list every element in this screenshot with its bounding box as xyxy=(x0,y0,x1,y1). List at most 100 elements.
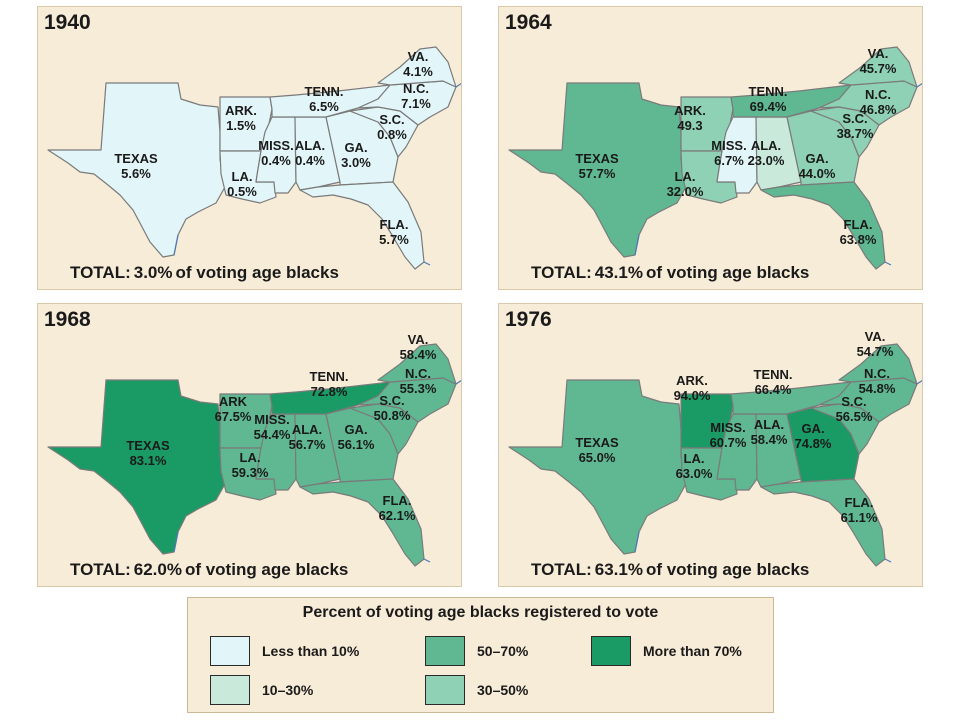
coastline xyxy=(634,379,922,563)
total-suffix: of voting age blacks xyxy=(645,560,810,579)
state-shape-texas xyxy=(508,82,687,258)
state-label-miss: MISS. xyxy=(711,138,746,153)
total-value: 62.0% xyxy=(133,560,182,579)
state-shape-fla xyxy=(299,181,425,270)
state-value-la: 63.0% xyxy=(676,466,713,481)
legend-label: 10–30% xyxy=(262,682,314,698)
legend-item-30to50: 30–50% xyxy=(425,674,528,706)
state-value-ark: 1.5% xyxy=(226,118,256,133)
legend-item-gt70: More than 70% xyxy=(591,635,742,667)
state-label-va: VA. xyxy=(865,329,886,344)
total-suffix: of voting age blacks xyxy=(175,263,339,282)
state-label-nc: N.C. xyxy=(864,366,890,381)
state-value-ga: 56.1% xyxy=(338,437,375,452)
total-value: 43.1% xyxy=(594,263,643,282)
map-year: 1940 xyxy=(44,11,91,34)
total-prefix: TOTAL: xyxy=(531,263,592,282)
state-value-ala: 58.4% xyxy=(751,432,788,447)
state-shape-miss xyxy=(255,413,297,491)
state-label-ark: ARK. xyxy=(674,103,706,118)
state-label-nc: N.C. xyxy=(865,87,891,102)
state-label-fla: FLA. xyxy=(380,217,409,232)
state-label-texas: TEXAS xyxy=(114,151,158,166)
state-value-ark: 94.0% xyxy=(674,388,711,403)
state-label-va: VA. xyxy=(408,332,429,347)
state-value-miss: 60.7% xyxy=(710,435,747,450)
state-label-ala: ALA. xyxy=(292,422,322,437)
map-year: 1968 xyxy=(44,308,91,331)
state-label-tenn: TENN. xyxy=(749,84,788,99)
state-shape-texas xyxy=(47,379,226,555)
legend-label: 50–70% xyxy=(477,643,529,659)
state-value-sc: 0.8% xyxy=(377,127,407,142)
legend-swatch xyxy=(210,675,250,705)
state-label-va: VA. xyxy=(408,49,429,64)
state-label-ala: ALA. xyxy=(295,138,325,153)
state-shape-fla xyxy=(299,478,425,567)
state-label-tenn: TENN. xyxy=(754,367,793,382)
state-value-nc: 46.8% xyxy=(860,102,897,117)
state-shape-texas xyxy=(508,379,687,555)
state-label-texas: TEXAS xyxy=(575,435,619,450)
state-shape-miss xyxy=(716,413,758,491)
legend-item-10to30: 10–30% xyxy=(210,674,313,706)
state-label-sc: S.C. xyxy=(379,393,404,408)
legend-swatch xyxy=(210,636,250,666)
state-shape-miss xyxy=(255,116,297,194)
state-value-ala: 0.4% xyxy=(295,153,325,168)
state-value-fla: 5.7% xyxy=(379,232,409,247)
state-label-ark: ARK. xyxy=(676,373,708,388)
map-total: TOTAL: 62.0% of voting age blacks xyxy=(70,560,348,580)
state-value-fla: 62.1% xyxy=(379,508,416,523)
state-value-ala: 23.0% xyxy=(748,153,785,168)
state-label-nc: N.C. xyxy=(405,366,431,381)
legend-item-lt10: Less than 10% xyxy=(210,635,359,667)
total-prefix: TOTAL: xyxy=(70,560,131,579)
state-shape-va xyxy=(838,343,918,385)
map-year: 1976 xyxy=(505,308,552,331)
legend-label: Less than 10% xyxy=(262,643,360,659)
state-value-miss: 0.4% xyxy=(261,153,291,168)
state-label-ga: GA. xyxy=(344,140,367,155)
state-value-miss: 54.4% xyxy=(254,427,291,442)
legend-swatch xyxy=(425,636,465,666)
state-value-nc: 55.3% xyxy=(400,381,437,396)
state-label-tenn: TENN. xyxy=(310,369,349,384)
map-total: TOTAL: 63.1% of voting age blacks xyxy=(531,560,809,580)
state-label-fla: FLA. xyxy=(845,495,874,510)
state-shape-fla xyxy=(760,181,886,270)
state-label-ark: ARK. xyxy=(225,103,257,118)
state-value-ark: 67.5% xyxy=(215,409,252,424)
state-label-sc: S.C. xyxy=(842,111,867,126)
legend-label: More than 70% xyxy=(643,643,742,659)
coastline xyxy=(173,82,461,266)
state-label-ala: ALA. xyxy=(751,138,781,153)
state-value-ga: 44.0% xyxy=(799,166,836,181)
map-panel-1964: TEXAS 57.7% ARK. 49.3 LA. 32.0% MISS. 6.7% ALA. 2… xyxy=(498,6,923,290)
state-value-texas: 57.7% xyxy=(579,166,616,181)
state-value-fla: 61.1% xyxy=(841,510,878,525)
state-value-sc: 56.5% xyxy=(836,409,873,424)
state-label-la: LA. xyxy=(240,450,261,465)
state-label-fla: FLA. xyxy=(383,493,412,508)
legend-label: 30–50% xyxy=(477,682,529,698)
state-label-fla: FLA. xyxy=(844,217,873,232)
state-label-tenn: TENN. xyxy=(305,84,344,99)
total-value: 63.1% xyxy=(594,560,643,579)
state-value-sc: 50.8% xyxy=(374,408,411,423)
state-value-ala: 56.7% xyxy=(289,437,326,452)
state-shape-va xyxy=(377,46,457,88)
state-label-texas: TEXAS xyxy=(575,151,619,166)
state-value-nc: 7.1% xyxy=(401,96,431,111)
state-label-va: VA. xyxy=(868,46,889,61)
state-label-miss: MISS. xyxy=(254,412,289,427)
state-label-la: LA. xyxy=(675,169,696,184)
state-label-la: LA. xyxy=(232,169,253,184)
state-label-miss: MISS. xyxy=(258,138,293,153)
state-shape-miss xyxy=(716,116,758,194)
state-value-la: 0.5% xyxy=(227,184,257,199)
total-suffix: of voting age blacks xyxy=(645,263,810,282)
